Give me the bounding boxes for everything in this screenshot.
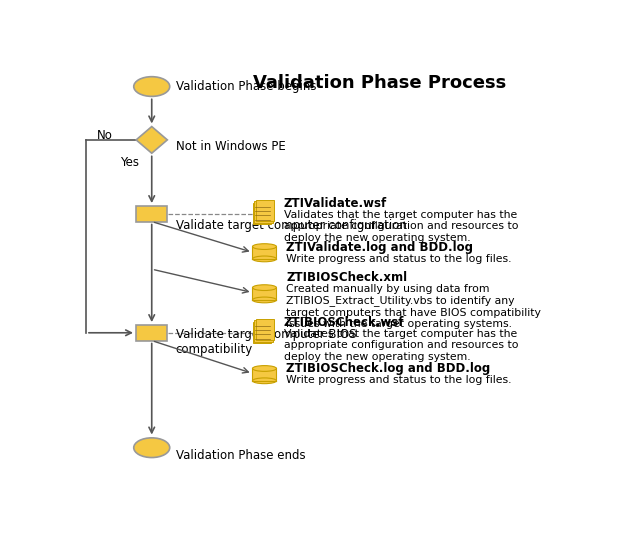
- Bar: [256, 319, 274, 340]
- Text: ZTIValidate.log and BDD.log: ZTIValidate.log and BDD.log: [286, 241, 473, 254]
- Bar: [253, 322, 271, 343]
- Ellipse shape: [253, 244, 277, 249]
- Bar: [136, 206, 167, 222]
- Text: Validate target computer BIOS
compatibility: Validate target computer BIOS compatibil…: [176, 328, 356, 356]
- Text: Validation Phase ends: Validation Phase ends: [176, 449, 305, 462]
- Text: Validation Phase begins: Validation Phase begins: [176, 80, 316, 93]
- Bar: [253, 203, 271, 224]
- Text: Validates that the target computer has the
appropriate configuration and resourc: Validates that the target computer has t…: [284, 329, 518, 362]
- Text: ZTIBIOSCheck.log and BDD.log: ZTIBIOSCheck.log and BDD.log: [286, 362, 490, 375]
- Ellipse shape: [253, 297, 277, 303]
- Polygon shape: [136, 126, 167, 153]
- Text: ZTIBIOSCheck.wsf: ZTIBIOSCheck.wsf: [284, 316, 404, 329]
- Bar: [254, 201, 272, 223]
- Text: Validates that the target computer has the
appropriate configuration and resourc: Validates that the target computer has t…: [284, 209, 518, 243]
- Text: No: No: [97, 130, 113, 142]
- Bar: [253, 247, 277, 259]
- Text: Validate target computer configuration: Validate target computer configuration: [176, 219, 407, 232]
- Ellipse shape: [253, 366, 277, 372]
- Bar: [254, 320, 272, 342]
- Ellipse shape: [253, 378, 277, 384]
- Ellipse shape: [253, 256, 277, 262]
- Ellipse shape: [134, 77, 170, 96]
- Ellipse shape: [253, 285, 277, 290]
- Text: Write progress and status to the log files.: Write progress and status to the log fil…: [286, 375, 511, 385]
- Text: Yes: Yes: [119, 156, 139, 169]
- Text: ZTIBIOSCheck.xml: ZTIBIOSCheck.xml: [286, 271, 407, 284]
- Bar: [253, 288, 277, 300]
- Text: Write progress and status to the log files.: Write progress and status to the log fil…: [286, 254, 511, 264]
- Text: Created manually by using data from
ZTIBIOS_Extract_Utility.vbs to identify any
: Created manually by using data from ZTIB…: [286, 284, 541, 329]
- Bar: [136, 325, 167, 341]
- Ellipse shape: [134, 438, 170, 457]
- Text: ZTIValidate.wsf: ZTIValidate.wsf: [284, 197, 387, 210]
- Bar: [253, 368, 277, 381]
- Bar: [256, 200, 274, 221]
- Text: Validation Phase Process: Validation Phase Process: [253, 74, 506, 92]
- Text: Not in Windows PE: Not in Windows PE: [176, 140, 285, 154]
